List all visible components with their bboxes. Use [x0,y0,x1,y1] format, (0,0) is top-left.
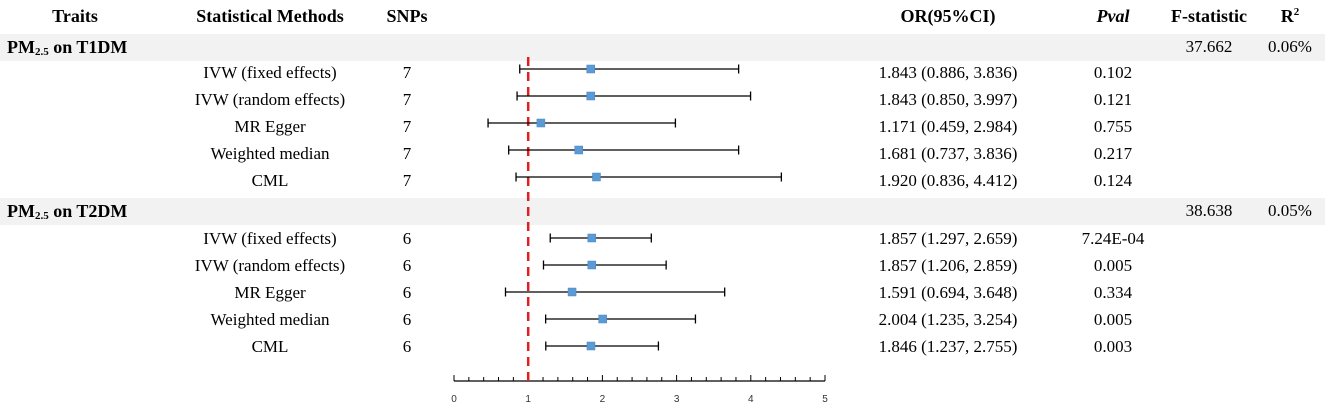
or-ci-cell: 1.171 (0.459, 2.984) [878,117,1018,136]
x-tick-label: 3 [674,394,680,405]
point-estimate-marker [536,118,546,128]
method-cell: CML [251,337,289,356]
method-cell: Weighted median [210,144,330,163]
or-ci-cell: 1.846 (1.237, 2.755) [878,337,1018,356]
method-cell: CML [251,171,289,190]
pval-cell: 7.24E-04 [1081,229,1145,248]
method-cell: IVW (fixed effects) [203,229,337,248]
x-tick-label: 4 [748,394,754,405]
fstat-t2dm: 38.638 [1185,201,1233,220]
x-tick-label: 2 [600,394,606,405]
group-label-t1dm: PM2.5 on T1DM [7,37,128,58]
x-tick-label: 1 [525,394,531,405]
group-band-t1dm [0,34,1325,61]
snps-cell: 7 [402,144,412,163]
or-ci-cell: 1.681 (0.737, 3.836) [878,144,1018,163]
point-estimate-marker [574,145,583,155]
pval-cell: 0.755 [1093,117,1133,136]
snps-cell: 7 [402,117,412,136]
point-estimate-marker [586,341,596,351]
snps-cell: 7 [402,90,412,109]
snps-cell: 6 [402,256,412,275]
header-pval: Pval [1096,6,1130,26]
header-snps: SNPs [386,6,428,26]
or-ci-cell: 1.843 (0.850, 3.997) [878,90,1018,109]
group-label-t2dm: PM2.5 on T2DM [7,201,128,222]
pval-cell: 0.102 [1093,63,1133,82]
header-or-ci: OR(95%CI) [900,6,996,26]
point-estimate-marker [586,64,596,74]
point-estimate-marker [587,233,597,243]
fstat-t1dm: 37.662 [1185,37,1233,56]
method-cell: MR Egger [234,117,306,136]
r2-t2dm: 0.05% [1268,201,1312,220]
or-ci-cell: 1.920 (0.836, 4.412) [878,171,1018,190]
point-estimate-marker [587,260,597,270]
snps-cell: 7 [402,63,412,82]
header-traits: Traits [52,6,98,26]
snps-cell: 6 [402,229,412,248]
or-ci-cell: 1.591 (0.694, 3.648) [878,283,1018,302]
pval-cell: 0.334 [1093,283,1133,302]
pval-cell: 0.124 [1093,171,1133,190]
or-ci-cell: 2.004 (1.235, 3.254) [878,310,1018,329]
method-cell: IVW (fixed effects) [203,63,337,82]
point-estimate-marker [592,172,601,182]
pval-cell: 0.217 [1093,144,1133,163]
header-r2: R2 [1280,6,1300,26]
or-ci-cell: 1.857 (1.206, 2.859) [878,256,1018,275]
point-estimate-marker [598,314,607,324]
or-ci-cell: 1.843 (0.886, 3.836) [878,63,1018,82]
point-estimate-marker [567,287,577,297]
method-cell: Weighted median [210,310,330,329]
r2-t1dm: 0.06% [1268,37,1312,56]
pval-cell: 0.005 [1093,256,1133,275]
method-cell: IVW (random effects) [194,90,346,109]
pval-cell: 0.121 [1093,90,1133,109]
header-methods: Statistical Methods [196,6,344,26]
pval-cell: 0.005 [1093,310,1133,329]
snps-cell: 6 [402,283,412,302]
method-cell: MR Egger [234,283,306,302]
x-tick-label: 0 [451,394,457,405]
point-estimate-marker [586,91,596,101]
header-fstat: F-statistic [1171,6,1247,26]
pval-cell: 0.003 [1093,337,1133,356]
x-tick-label: 5 [822,394,828,405]
snps-cell: 7 [402,171,412,190]
or-ci-cell: 1.857 (1.297, 2.659) [878,229,1018,248]
snps-cell: 6 [402,337,412,356]
group-band-t2dm [0,198,1325,225]
method-cell: IVW (random effects) [194,256,346,275]
snps-cell: 6 [402,310,412,329]
